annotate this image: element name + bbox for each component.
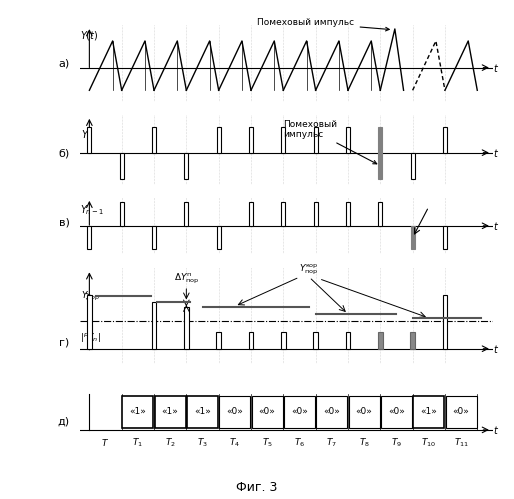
Text: в): в) bbox=[59, 218, 69, 228]
Bar bbox=[249, 332, 253, 349]
Text: а): а) bbox=[58, 58, 69, 69]
Text: $T_9$: $T_9$ bbox=[391, 436, 402, 449]
Bar bbox=[152, 127, 156, 153]
Bar bbox=[411, 226, 415, 249]
Text: г): г) bbox=[59, 338, 69, 348]
Bar bbox=[378, 203, 382, 226]
Bar bbox=[249, 127, 253, 153]
Text: $|^pY_n|$: $|^pY_n|$ bbox=[80, 330, 101, 343]
Bar bbox=[122, 396, 153, 428]
Bar bbox=[219, 396, 250, 428]
Text: «0»: «0» bbox=[453, 407, 470, 416]
Text: д): д) bbox=[57, 416, 69, 426]
Text: б): б) bbox=[58, 148, 69, 158]
Text: «0»: «0» bbox=[356, 407, 373, 416]
Text: «0»: «0» bbox=[291, 407, 308, 416]
Text: Помеховый
импульс: Помеховый импульс bbox=[283, 119, 377, 164]
Text: «0»: «0» bbox=[388, 407, 405, 416]
Bar bbox=[216, 127, 221, 153]
Text: $Y_n$: $Y_n$ bbox=[81, 128, 93, 142]
Bar bbox=[216, 226, 221, 249]
Bar bbox=[284, 396, 315, 428]
Bar bbox=[348, 396, 380, 428]
Text: $Y_{n-1}$: $Y_{n-1}$ bbox=[80, 203, 104, 217]
Text: «1»: «1» bbox=[194, 407, 211, 416]
Bar bbox=[187, 396, 218, 428]
Bar bbox=[87, 295, 91, 349]
Text: Помеховый импульс: Помеховый импульс bbox=[258, 18, 389, 31]
Text: $T$: $T$ bbox=[101, 437, 109, 448]
Bar bbox=[120, 203, 124, 226]
Text: $T_1$: $T_1$ bbox=[133, 436, 143, 449]
Bar bbox=[87, 226, 91, 249]
Bar bbox=[281, 127, 285, 153]
Text: $T_4$: $T_4$ bbox=[229, 436, 241, 449]
Text: $T_6$: $T_6$ bbox=[294, 436, 305, 449]
Text: $t$: $t$ bbox=[493, 343, 500, 355]
Bar bbox=[378, 127, 382, 153]
Bar bbox=[249, 203, 253, 226]
Text: $t$: $t$ bbox=[493, 424, 500, 436]
Bar bbox=[443, 127, 447, 153]
Bar bbox=[155, 396, 186, 428]
Bar bbox=[314, 332, 318, 349]
Bar bbox=[252, 396, 283, 428]
Bar bbox=[152, 302, 156, 349]
Bar bbox=[216, 332, 221, 349]
Text: $T_{11}$: $T_{11}$ bbox=[454, 436, 469, 449]
Text: $Y(t)$: $Y(t)$ bbox=[80, 29, 99, 42]
Text: $t$: $t$ bbox=[493, 220, 500, 232]
Bar bbox=[443, 226, 447, 249]
Bar bbox=[87, 127, 91, 153]
Bar bbox=[120, 153, 124, 179]
Bar bbox=[411, 153, 415, 179]
Bar bbox=[316, 396, 347, 428]
Bar bbox=[281, 203, 285, 226]
Text: Фиг. 3: Фиг. 3 bbox=[236, 481, 278, 494]
Bar bbox=[184, 203, 189, 226]
Bar bbox=[378, 153, 382, 179]
Text: $T_2$: $T_2$ bbox=[164, 436, 176, 449]
Bar bbox=[381, 396, 412, 428]
Text: «0»: «0» bbox=[323, 407, 340, 416]
Text: $T_7$: $T_7$ bbox=[326, 436, 337, 449]
Text: $T_8$: $T_8$ bbox=[359, 436, 370, 449]
Bar bbox=[152, 226, 156, 249]
Bar bbox=[413, 396, 444, 428]
Text: «0»: «0» bbox=[259, 407, 276, 416]
Bar bbox=[184, 153, 189, 179]
Bar bbox=[346, 203, 350, 226]
Text: $T_3$: $T_3$ bbox=[197, 436, 208, 449]
Bar bbox=[184, 307, 189, 349]
Text: $T_5$: $T_5$ bbox=[262, 436, 272, 449]
Bar bbox=[346, 127, 350, 153]
Bar bbox=[378, 332, 382, 349]
Bar bbox=[314, 203, 318, 226]
Text: $T_{10}$: $T_{10}$ bbox=[421, 436, 436, 449]
Text: «0»: «0» bbox=[226, 407, 243, 416]
Bar bbox=[314, 127, 318, 153]
Bar bbox=[346, 332, 350, 349]
Text: $t$: $t$ bbox=[493, 61, 500, 74]
Text: «1»: «1» bbox=[130, 407, 146, 416]
Text: «1»: «1» bbox=[420, 407, 437, 416]
Bar bbox=[281, 332, 286, 349]
Bar bbox=[446, 396, 476, 428]
Text: $\Delta Y^{\mathrm{п}}_{\mathrm{пор}}$: $\Delta Y^{\mathrm{п}}_{\mathrm{пор}}$ bbox=[174, 271, 199, 285]
Bar bbox=[443, 295, 447, 349]
Text: $Y_{пор}$: $Y_{пор}$ bbox=[81, 289, 101, 303]
Text: $Y^{\mathrm{кор}}_{\mathrm{пор}}$: $Y^{\mathrm{кор}}_{\mathrm{пор}}$ bbox=[299, 262, 319, 276]
Text: $t$: $t$ bbox=[493, 147, 500, 159]
Text: «1»: «1» bbox=[162, 407, 179, 416]
Bar bbox=[410, 332, 415, 349]
